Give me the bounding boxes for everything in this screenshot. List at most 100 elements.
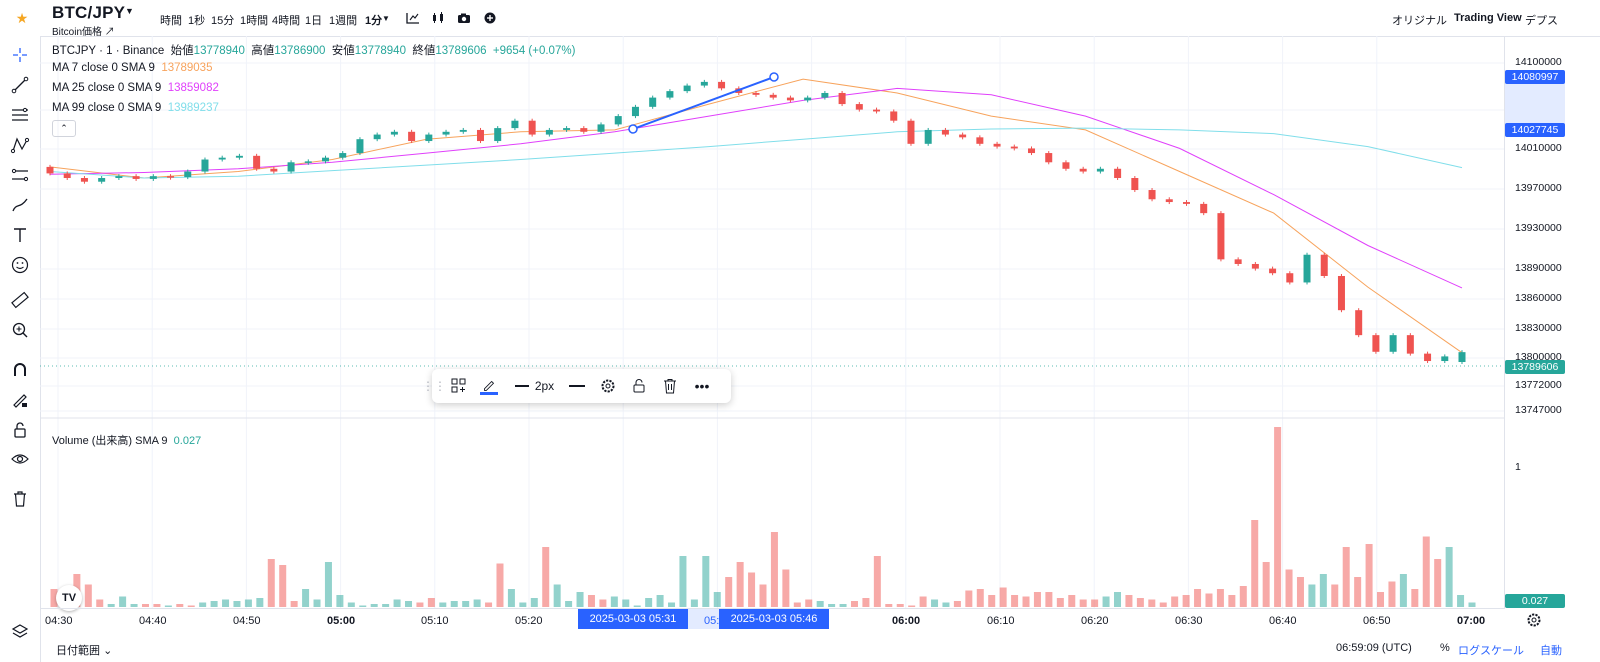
ruler-icon[interactable] [9,289,31,311]
percent-toggle[interactable]: % [1440,642,1450,654]
settings-gear-icon[interactable] [599,377,617,395]
chevron-up-icon[interactable]: ⌃ [52,120,76,137]
price-chart[interactable] [40,36,1505,608]
candle [941,129,949,135]
price-label: 14100000 [1515,56,1562,68]
timeframe-1d[interactable]: 1日 [305,15,323,27]
pattern-icon[interactable] [9,134,31,156]
ma25-value: 13859082 [167,82,219,94]
candle [322,157,330,162]
ma7-value: 13789035 [161,62,213,74]
log-scale-toggle[interactable]: ログスケール [1458,645,1524,657]
volume-bar [610,596,618,607]
forecast-icon[interactable] [9,164,31,186]
ma25-line [49,87,1463,289]
line-style-icon[interactable] [567,377,587,395]
time-label: 06:20 [1081,615,1109,627]
trash-icon[interactable] [9,488,31,510]
volume-bar [164,605,172,607]
volume-bar [748,572,756,607]
timeframe-1s[interactable]: 1秒 [188,15,206,27]
timeframe-1w[interactable]: 1週間 [329,15,358,27]
price-axis[interactable]: 14100000 14050000 14010000 13970000 1393… [1504,36,1600,608]
candles-icon[interactable] [431,12,445,24]
ma7-line [49,78,1463,354]
chart-settings-gear-icon[interactable] [1526,612,1542,628]
magnet-icon[interactable] [9,359,31,381]
date-range-button[interactable]: 日付範囲 ⌄ [56,642,112,658]
symbol-caret-icon[interactable]: ▼ [125,6,134,16]
candle [1286,273,1294,283]
chart-style-icon[interactable] [406,12,420,24]
candle [993,143,1001,147]
candle [1269,268,1277,274]
ma25-legend[interactable]: MA 25 close 0 SMA 9 13859082 [52,82,219,94]
templates-icon[interactable] [450,377,468,395]
add-indicator-icon[interactable] [483,12,497,24]
candle [580,128,588,132]
tradingview-logo-icon[interactable]: TV [56,585,82,611]
brush-icon[interactable] [9,194,31,216]
timeframe-4h[interactable]: 4時間 [272,15,301,27]
candle [631,106,639,117]
timeframe-15m[interactable]: 15分 [211,15,235,27]
volume-bar [393,599,401,607]
unlock-icon[interactable] [630,377,648,395]
lock-icon[interactable] [9,419,31,441]
volume-bar [370,604,378,607]
candle [1406,335,1414,354]
candle [1062,162,1070,169]
drag-handle-icon[interactable]: ⋮⋮ [422,379,446,393]
crosshair-icon[interactable] [9,44,31,66]
candle [390,131,398,135]
drawn-trend-line[interactable] [628,72,779,134]
volume-bar [50,589,58,607]
auto-scale-toggle[interactable]: 自動 [1540,645,1562,657]
volume-bar [530,598,538,607]
zoom-icon[interactable] [9,319,31,341]
volume-bar [656,595,664,607]
volume-bar [1319,574,1327,607]
candle [98,178,106,182]
volume-bar [622,599,630,607]
candle [149,176,157,179]
candle [1389,335,1397,352]
camera-icon[interactable] [457,12,471,24]
chevron-down-icon: ⌄ [103,645,113,657]
ma7-legend[interactable]: MA 7 close 0 SMA 9 13789035 [52,62,212,74]
volume-bar [233,601,241,607]
symbol-name[interactable]: BTC/JPY [52,3,126,22]
price-label: 13970000 [1515,182,1562,194]
eye-icon[interactable] [9,448,31,470]
view-original[interactable]: オリジナル [1392,15,1447,27]
delete-icon[interactable] [661,377,679,395]
volume-bar [439,602,447,607]
volume-bar [793,602,801,607]
timeframe-time[interactable]: 時間 [160,15,182,27]
volume-bar [1159,602,1167,607]
volume-bar [976,589,984,607]
emoji-icon[interactable] [9,254,31,276]
view-tradingview[interactable]: Trading View [1454,12,1522,24]
view-depth[interactable]: デプス [1525,15,1558,27]
volume-legend[interactable]: Volume (出来高) SMA 9 0.027 [52,432,201,448]
ma99-legend[interactable]: MA 99 close 0 SMA 9 13989237 [52,102,219,114]
more-options-icon[interactable]: ••• [694,378,710,394]
fib-icon[interactable] [9,104,31,126]
line-color-icon[interactable] [480,377,498,395]
symbol-subtitle[interactable]: Bitcoin価格 ↗ [52,27,115,38]
line-width-selector[interactable]: 2px [512,377,557,395]
interval-selector[interactable]: 1分 [365,15,383,27]
volume-bar [1388,581,1396,607]
time-axis[interactable]: 04:30 04:40 04:50 05:00 05:10 05:20 2025… [40,608,1505,633]
interval-caret-icon[interactable]: ▼ [382,14,390,23]
lock-draw-icon[interactable] [9,389,31,411]
timeframe-1h[interactable]: 1時間 [240,15,269,27]
text-icon[interactable] [9,224,31,246]
candle [1441,356,1449,362]
trend-line-icon[interactable] [9,74,31,96]
layers-icon[interactable] [9,621,31,643]
favorite-star-icon[interactable]: ★ [15,9,29,26]
time-label: 06:50 [1363,615,1391,627]
candle [700,81,708,86]
